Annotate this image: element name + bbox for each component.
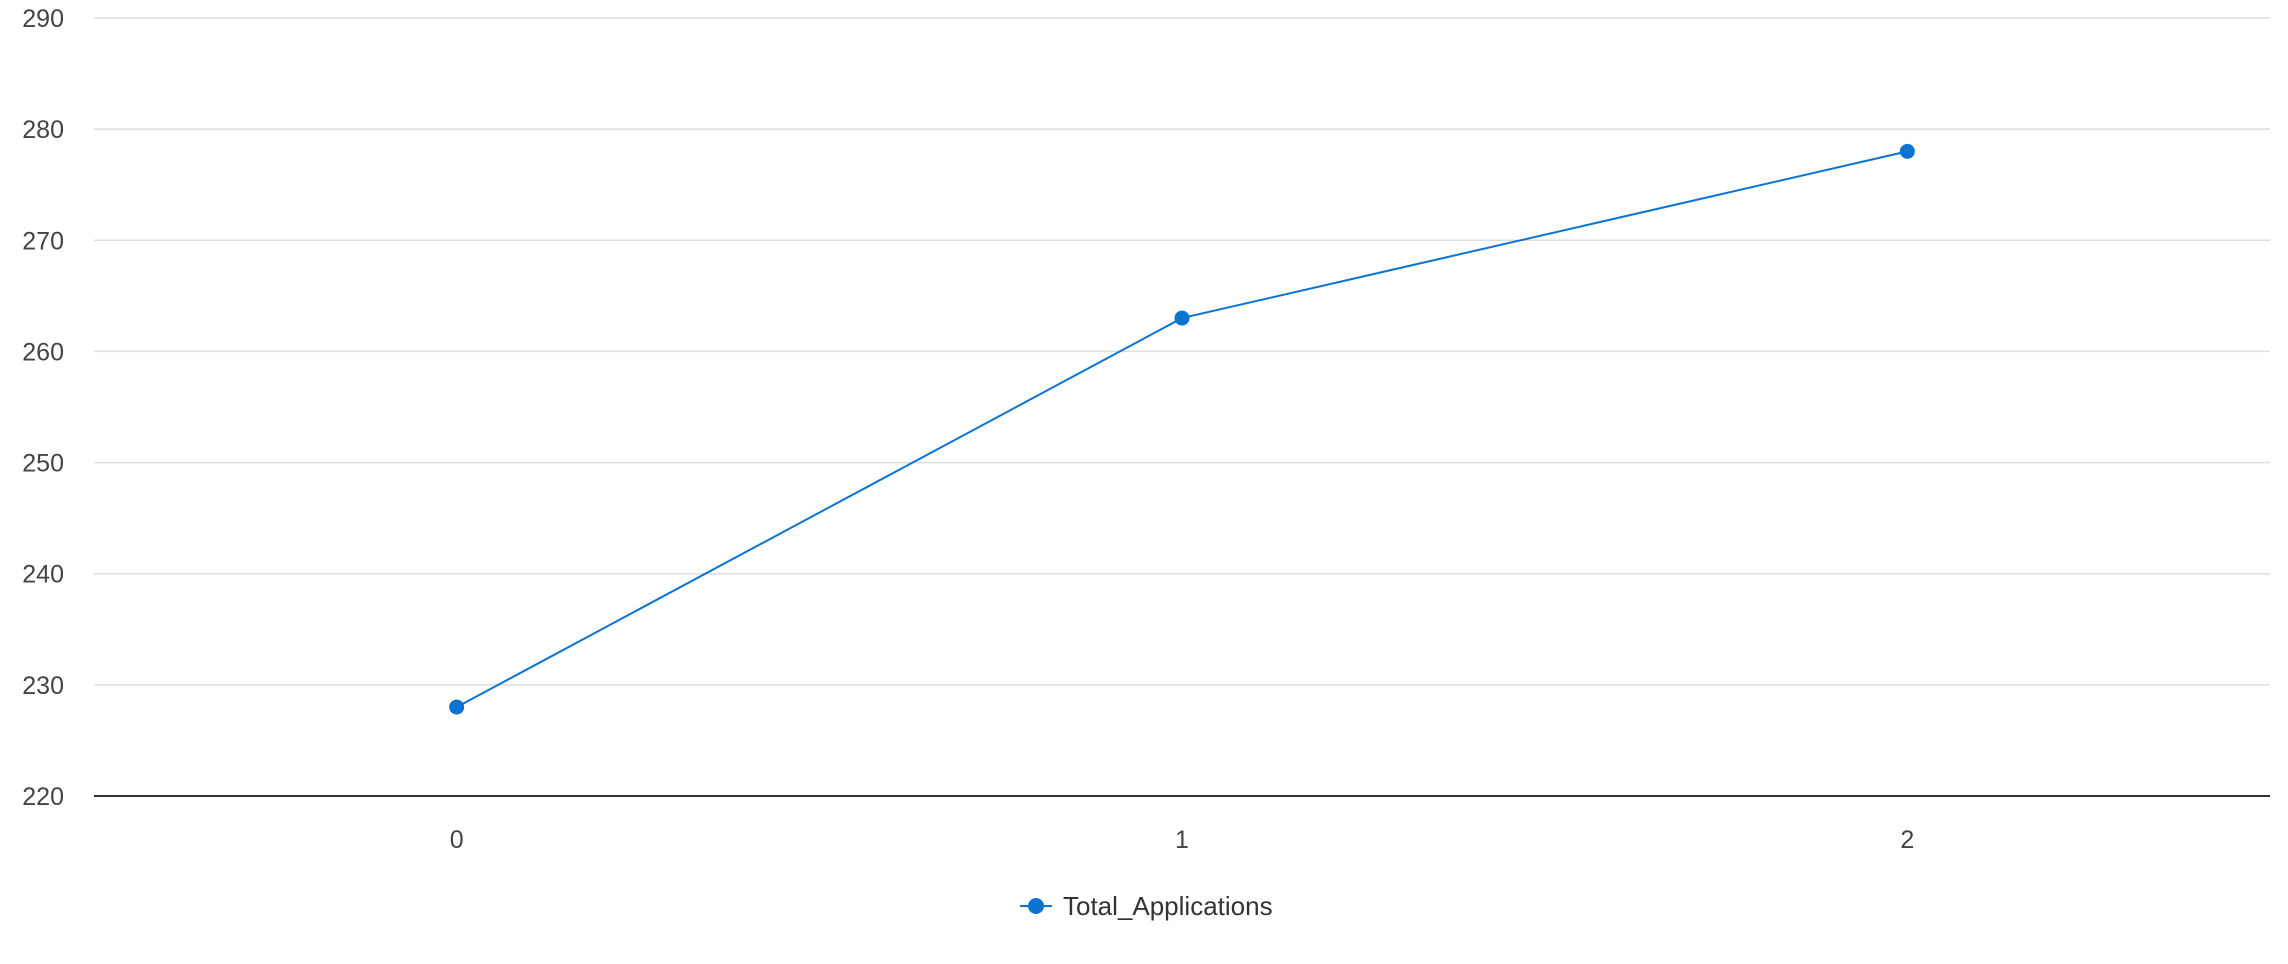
y-tick-label: 230 — [22, 672, 64, 700]
y-tick-label: 280 — [22, 116, 64, 144]
y-tick-label: 250 — [22, 450, 64, 478]
data-point[interactable] — [1899, 143, 1915, 159]
y-tick-label: 270 — [22, 227, 64, 255]
y-tick-label: 220 — [22, 783, 64, 811]
x-tick-label: 2 — [1900, 826, 1914, 854]
x-tick-label: 0 — [450, 826, 464, 854]
y-tick-label: 260 — [22, 338, 64, 366]
data-point[interactable] — [449, 699, 465, 715]
x-axis-ticks: 0 1 2 — [450, 826, 1915, 854]
legend-marker-icon — [1028, 898, 1044, 914]
data-point[interactable] — [1174, 310, 1190, 326]
y-tick-label: 240 — [22, 561, 64, 589]
legend[interactable]: Total_Applications — [1020, 891, 1273, 921]
x-tick-label: 1 — [1175, 826, 1189, 854]
series-line — [456, 150, 1908, 708]
legend-label: Total_Applications — [1063, 891, 1273, 921]
series-group — [449, 143, 1915, 715]
y-axis-ticks: 220 230 240 250 260 270 280 290 — [22, 5, 64, 811]
y-tick-label: 290 — [22, 5, 64, 33]
grid-lines — [94, 17, 2270, 797]
